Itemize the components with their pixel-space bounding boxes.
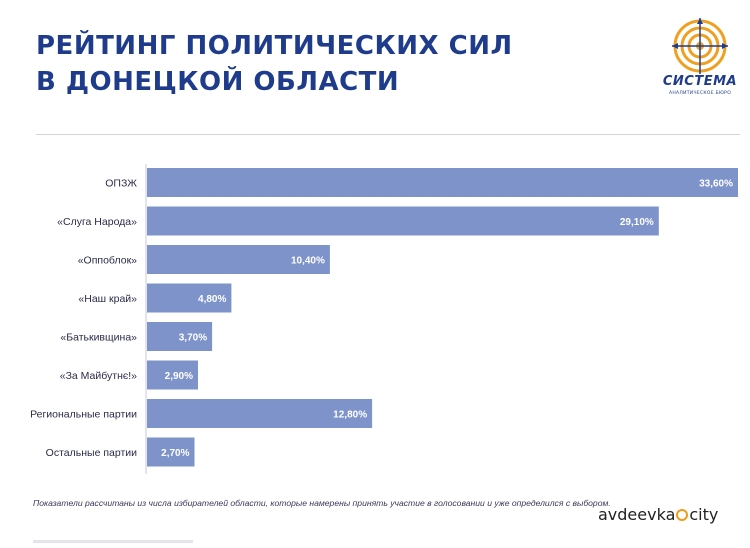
page-title: РЕЙТИНГ ПОЛИТИЧЕСКИХ СИЛ В ДОНЕЦКОЙ ОБЛА… (36, 28, 513, 100)
watermark-right: city (689, 505, 719, 524)
title-line-1: РЕЙТИНГ ПОЛИТИЧЕСКИХ СИЛ (36, 31, 513, 61)
bar-3 (147, 283, 232, 313)
logo-subtitle: АНАЛИТИЧЕСКОЕ БЮРО (668, 91, 732, 96)
header-divider (36, 134, 740, 135)
bar-6 (147, 399, 373, 428)
data-label: 12,80% (333, 410, 367, 421)
bars-group: ОПЗЖ 33,60% «Слуга Народа» 29,10% «Оппоблок»… (30, 168, 738, 467)
data-label: 4,80% (198, 294, 226, 305)
bar-1 (147, 206, 659, 236)
category-label: «Оппоблок» (78, 255, 137, 267)
logo-name: СИСТЕМА (662, 74, 738, 89)
bar-7 (147, 437, 195, 467)
data-label: 10,40% (291, 256, 325, 267)
footnote-faint-line (33, 540, 193, 543)
data-label: 3,70% (179, 333, 207, 344)
footnote: Показатели рассчитаны из числа избирател… (33, 498, 611, 508)
data-label: 33,60% (699, 179, 733, 190)
category-label: «Батькивщина» (60, 332, 137, 344)
bar-4 (147, 322, 213, 351)
watermark-dot-icon (676, 509, 689, 521)
site-watermark: avdeevka city (598, 505, 718, 524)
category-label: Остальные партии (46, 447, 137, 459)
data-label: 2,90% (165, 371, 193, 382)
target-logo-icon (672, 18, 728, 74)
data-label: 29,10% (620, 217, 654, 228)
title-line-2: В ДОНЕЦКОЙ ОБЛАСТИ (36, 67, 400, 97)
category-label: Региональные партии (30, 409, 137, 421)
bar-5 (147, 360, 198, 390)
category-label: «Слуга Народа» (57, 216, 137, 228)
company-logo: СИСТЕМА АНАЛИТИЧЕСКОЕ БЮРО (660, 18, 740, 108)
data-label: 2,70% (161, 448, 189, 459)
bar-2 (147, 245, 330, 274)
category-label: «За Майбутнє!» (60, 370, 137, 382)
category-label: «Наш край» (78, 293, 137, 305)
bar-0 (147, 168, 738, 197)
category-label: ОПЗЖ (105, 178, 137, 190)
watermark-left: avdeevka (598, 505, 676, 524)
